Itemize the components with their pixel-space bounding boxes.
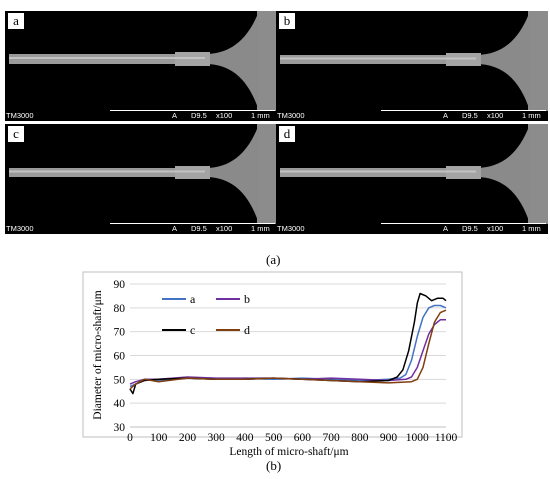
- series-lines: [129, 292, 447, 395]
- sem-info-bar: TM3000 A D9.5 x100 1 mm: [276, 110, 548, 121]
- caption-a: (a): [266, 252, 281, 267]
- x-tick-label: 200: [179, 432, 197, 444]
- mode-label: A: [172, 224, 178, 233]
- mode-label: A: [172, 111, 178, 120]
- mode-label: A: [443, 111, 449, 120]
- working-distance: D9.5: [191, 224, 207, 233]
- y-tick-label: 50: [114, 374, 126, 386]
- panel-letter: d: [279, 126, 295, 142]
- legend-label-a: a: [190, 292, 196, 306]
- y-tick-label: 70: [114, 327, 126, 339]
- sem-info-bar: TM3000 A D9.5 x100 1 mm: [276, 223, 548, 234]
- y-tick-label: 60: [114, 351, 126, 363]
- x-tick-label: 700: [322, 432, 340, 444]
- sem-info-bar: TM3000 A D9.5 x100 1 mm: [5, 223, 277, 234]
- legend-label-c: c: [190, 323, 195, 337]
- magnification-label: x100: [487, 224, 504, 233]
- sem-panel-d: d TM3000 A D9.5 x100 1 mm: [276, 124, 548, 234]
- scale-label: 1 mm: [522, 224, 541, 233]
- panel-letter: b: [279, 13, 295, 29]
- scale-label: 1 mm: [251, 224, 270, 233]
- magnification-label: x100: [487, 111, 504, 120]
- caption-b: (b): [266, 458, 282, 473]
- micro-shaft-image: [9, 11, 277, 111]
- x-tick-label: 900: [380, 432, 398, 444]
- sem-info-bar: TM3000 A D9.5 x100 1 mm: [5, 110, 277, 121]
- series-line-a: [129, 304, 447, 388]
- instrument-label: TM3000: [6, 111, 34, 120]
- scale-bar: [110, 223, 275, 224]
- scale-label: 1 mm: [251, 111, 270, 120]
- y-tick-label: 90: [114, 279, 126, 291]
- x-tick-label: 600: [294, 432, 312, 444]
- scale-bar: [381, 223, 546, 224]
- x-tick-label: 300: [208, 432, 226, 444]
- working-distance: D9.5: [191, 111, 207, 120]
- scale-bar: [381, 110, 546, 111]
- sem-panel-b: b TM3000 A D9.5 x100 1 mm: [276, 11, 548, 121]
- x-tick-label: 400: [236, 432, 254, 444]
- series-line-c: [129, 292, 447, 395]
- micro-shaft-image: [9, 124, 277, 224]
- working-distance: D9.5: [462, 224, 478, 233]
- panel-letter: c: [8, 126, 24, 142]
- micro-shaft-image: [280, 124, 548, 224]
- x-axis-label: Length of micro-shaft/μm: [229, 446, 348, 458]
- legend-label-d: d: [244, 323, 250, 337]
- grid: [130, 283, 446, 404]
- sem-panel-a: a TM3000 A D9.5 x100 1 mm: [5, 11, 277, 121]
- x-tick-label: 0: [127, 432, 133, 444]
- y-tick-label: 30: [114, 422, 126, 434]
- x-tick-label: 1100: [435, 432, 458, 444]
- x-tick-label: 800: [351, 432, 369, 444]
- sem-panel-c: c TM3000 A D9.5 x100 1 mm: [5, 124, 277, 234]
- instrument-label: TM3000: [6, 224, 34, 233]
- legend-label-b: b: [244, 292, 250, 306]
- x-tick-label: 500: [265, 432, 283, 444]
- series-line-d: [129, 309, 447, 390]
- scale-label: 1 mm: [522, 111, 541, 120]
- scale-bar: [110, 110, 275, 111]
- mode-label: A: [443, 224, 449, 233]
- panel-letter: a: [8, 13, 24, 29]
- y-tick-label: 40: [114, 398, 126, 410]
- instrument-label: TM3000: [277, 111, 305, 120]
- working-distance: D9.5: [462, 111, 478, 120]
- y-axis-label: Diameter of micro-shaft/μm: [92, 290, 104, 419]
- legend: a b c d: [162, 292, 250, 337]
- chart-frame: [82, 271, 463, 438]
- instrument-label: TM3000: [277, 224, 305, 233]
- x-tick-label: 100: [150, 432, 168, 444]
- micro-shaft-image: [280, 11, 548, 111]
- magnification-label: x100: [216, 224, 233, 233]
- x-tick-label: 1000: [406, 432, 429, 444]
- magnification-label: x100: [216, 111, 233, 120]
- y-tick-label: 80: [114, 303, 126, 315]
